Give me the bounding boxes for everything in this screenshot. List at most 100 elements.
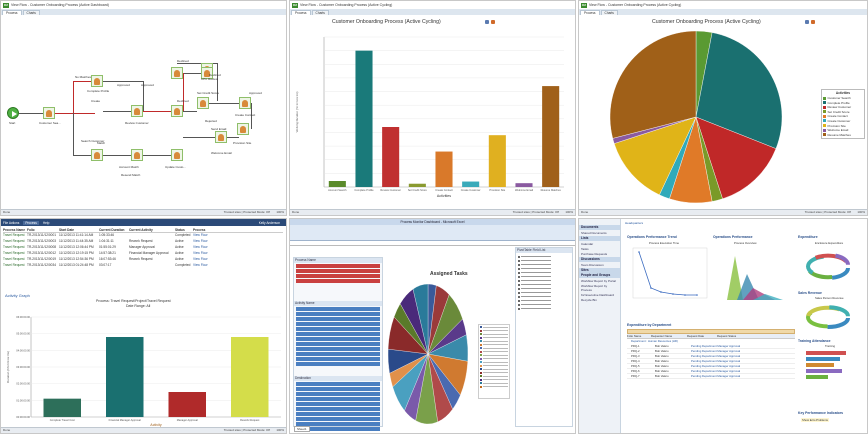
bar[interactable] [806,351,846,355]
nav-item[interactable]: Calendar [581,242,594,246]
data-point[interactable] [684,294,686,296]
pivot-field-list[interactable]: PivotTable Field List [515,247,573,427]
table-row[interactable]: PRQ-5 Bob Valero Pending Department Manage… [627,364,795,369]
bar[interactable] [435,151,453,187]
bar[interactable] [106,337,144,417]
pie-slice[interactable] [695,32,783,149]
flow-connector[interactable] [227,137,239,138]
donut-segment[interactable] [806,255,850,280]
excel-ribbon[interactable] [290,225,575,241]
zoom-level[interactable]: 100% [857,210,865,214]
nav-item[interactable]: Lists [579,236,620,241]
bar[interactable] [542,86,560,187]
flow-connector[interactable] [103,111,131,112]
slicer-item[interactable] [296,269,380,273]
field-checkbox[interactable] [518,307,570,310]
nav-item[interactable]: Tasks [581,247,589,251]
flow-connector[interactable] [143,81,144,111]
table-row[interactable]: PRQ-3 Bob Valero Pending Department Manage… [627,354,795,359]
field-checkbox[interactable] [518,275,570,278]
flow-connector[interactable] [73,155,91,156]
flow-connector[interactable] [73,81,74,113]
menu-help[interactable]: Help [42,220,50,225]
column-header[interactable]: Current Activity [129,228,153,232]
flow-connector[interactable] [103,155,131,156]
donut-segment[interactable] [806,306,850,329]
field-checkbox[interactable] [518,303,570,306]
slicer-item[interactable] [296,332,380,336]
activity-node[interactable] [131,105,143,117]
donut-segment[interactable] [806,305,850,328]
column-header[interactable]: Start Date [59,228,75,232]
print-icon[interactable] [805,20,809,24]
field-checkbox[interactable] [518,287,570,290]
nav-item[interactable]: Discussions [579,257,620,262]
donut-segment[interactable] [806,256,850,280]
table-row[interactable]: Travel Request TR-2013/11/12/0034 11/12/20… [3,263,283,269]
bar[interactable] [328,181,346,187]
menu-file-actions[interactable]: File Actions [3,220,20,225]
bar[interactable] [408,183,426,187]
donut-segment[interactable] [806,253,850,278]
bar[interactable] [488,135,506,187]
chart-type-icon[interactable] [811,20,815,24]
activity-node[interactable] [215,131,227,143]
slicer-item[interactable] [296,417,380,421]
activity-node[interactable] [171,67,183,79]
flow-connector[interactable] [73,81,91,82]
slicer-item[interactable] [296,279,380,283]
slicer-item[interactable] [296,387,380,391]
print-icon[interactable] [485,20,489,24]
activity-node[interactable] [171,105,183,117]
table-toolbar[interactable] [627,329,795,334]
view-flow-link[interactable]: View Flow [193,245,208,249]
pie-slice[interactable] [609,30,697,139]
flow-connector[interactable] [209,103,239,104]
menu-process[interactable]: Process [23,220,39,225]
activity-node[interactable] [201,67,213,79]
slicer-item[interactable] [296,382,380,386]
view-flow-link[interactable]: View Flow [193,239,208,243]
table-row[interactable]: Travel Request TR-2013/11/12/0003 11/12/20… [3,239,283,245]
donut-segment[interactable] [806,252,850,277]
flow-connector[interactable] [103,81,143,82]
flow-connector[interactable] [183,111,197,112]
data-point[interactable] [696,294,698,296]
table-row[interactable]: PRQ-1 Bob Valero Pending Department Manage… [627,344,795,349]
slicer-item[interactable] [296,412,380,416]
slicer-item[interactable] [296,357,380,361]
field-checkbox[interactable] [518,299,570,302]
column-header[interactable]: Status [175,228,185,232]
slicer-item[interactable] [296,397,380,401]
field-checkbox[interactable] [518,291,570,294]
sheet-tab[interactable]: Sheet1 [294,426,310,432]
flow-connector[interactable] [251,103,252,129]
data-point[interactable] [650,287,652,289]
view-flow-link[interactable]: View Flow [193,257,208,261]
bar[interactable] [806,375,828,379]
slicer-item[interactable] [296,274,380,278]
column-header[interactable]: Process [193,228,206,232]
nav-item[interactable]: Workflow Report by Portal [581,279,616,283]
table-row[interactable]: PRQ-4 Bob Valero Pending Department Manage… [627,359,795,364]
data-point[interactable] [672,293,674,295]
activity-node[interactable] [237,123,249,135]
slicer-item[interactable] [296,402,380,406]
nav-item[interactable]: Team Discussion [581,263,604,267]
nav-item[interactable]: Shared Documents [581,231,607,235]
activity-node[interactable] [131,149,143,161]
field-checkbox[interactable] [518,263,570,266]
bar[interactable] [231,337,269,417]
slicer-item[interactable] [296,312,380,316]
slicer-item[interactable] [296,422,380,426]
activity-node[interactable] [171,149,183,161]
breadcrumb[interactable]: Headquarters [625,221,644,225]
table-row[interactable]: Travel Request TR-2013/11/12/0012 11/12/20… [3,251,283,257]
start-node-icon[interactable] [7,107,19,119]
tab-charts[interactable]: Charts [22,10,40,15]
table-row[interactable]: PRQ-6 Bob Valero Pending Department Manage… [627,369,795,374]
table-row[interactable]: PRQ-2 Bob Valero Pending Department Manage… [627,349,795,354]
tab-process[interactable]: Process [2,10,22,15]
nav-item[interactable]: Workflow Report by Process [581,284,608,292]
activity-node[interactable] [91,149,103,161]
